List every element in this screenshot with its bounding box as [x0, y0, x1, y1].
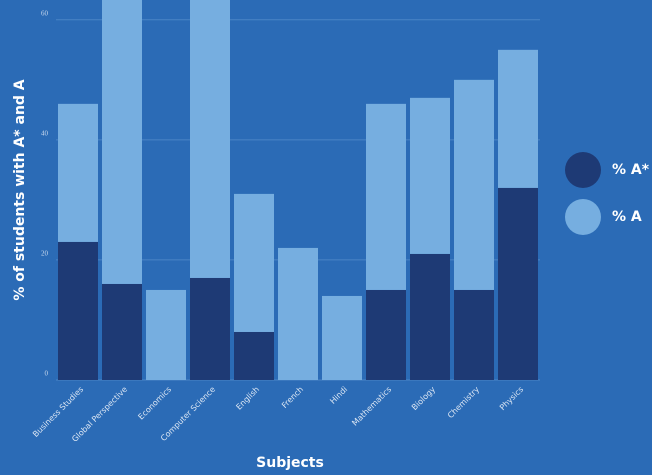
legend: % A* % A [565, 152, 650, 235]
y-tick-label: 20 [41, 250, 49, 258]
bars [58, 0, 538, 380]
legend-marker [565, 152, 601, 188]
bar-segment [366, 103, 406, 290]
y-axis-label: % of students with A* and A [12, 79, 28, 300]
x-axis-label: Subjects [256, 455, 324, 471]
y-tick-label: 40 [41, 129, 49, 137]
bar-segment [366, 289, 406, 380]
bar-segment [410, 253, 450, 380]
bar-segment [322, 295, 362, 380]
bar-segment [454, 79, 494, 290]
y-tick-label: 60 [41, 9, 49, 17]
bar-segment [278, 247, 318, 380]
bar-segment [190, 277, 230, 380]
y-tick-label: 0 [45, 370, 49, 378]
bar-segment [498, 49, 538, 188]
bar-segment [234, 193, 274, 332]
bar-segment [102, 0, 142, 284]
bar-segment [454, 289, 494, 380]
bar-segment [234, 331, 274, 380]
bar-segment [410, 97, 450, 254]
bar-segment [146, 289, 186, 380]
bar-segment [190, 0, 230, 278]
bar-segment [498, 187, 538, 380]
legend-marker [565, 199, 601, 235]
legend-label: % A [612, 209, 642, 225]
legend-label: % A* [612, 162, 650, 178]
bar-segment [58, 241, 98, 380]
bar-segment [58, 103, 98, 242]
bar-segment [102, 283, 142, 380]
